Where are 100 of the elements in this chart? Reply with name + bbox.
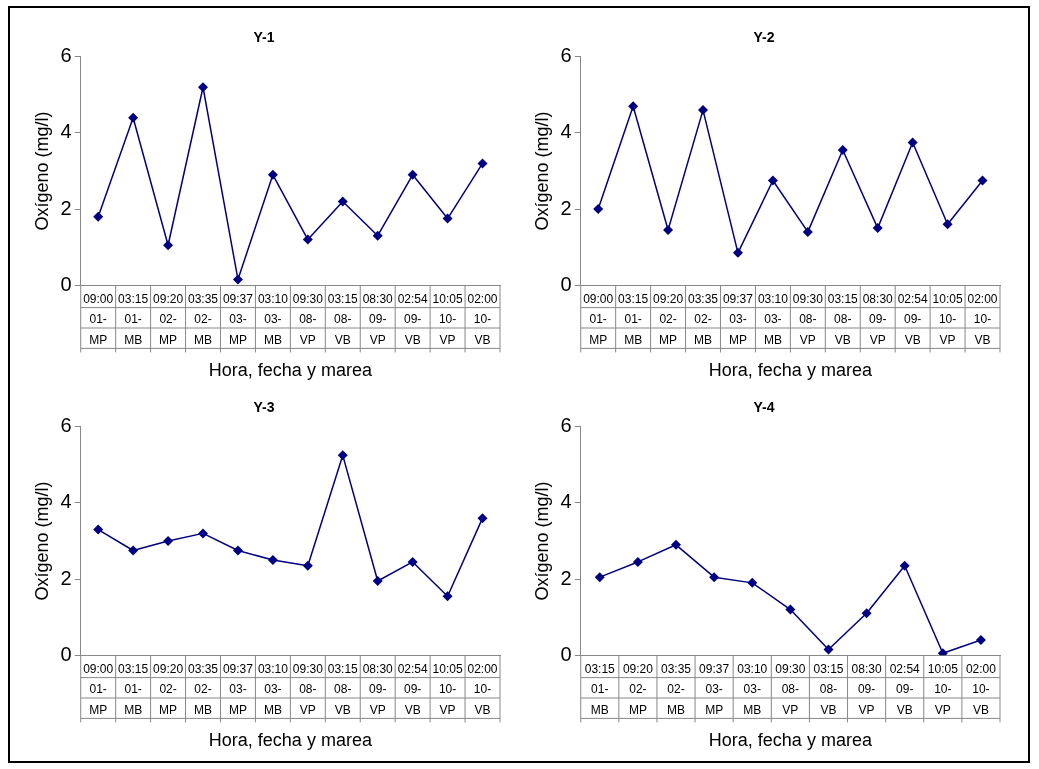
y-tick-label: 4 <box>60 490 72 513</box>
x-tick-label: 03:15 08- VB <box>327 661 359 717</box>
point <box>767 175 778 186</box>
x-tick-label: 09:20 02- MP <box>153 291 184 347</box>
point <box>267 555 278 566</box>
x-tick-label: 09:30 08- VP <box>792 291 824 347</box>
x-axis-title: Hora, fecha y marea <box>208 730 373 751</box>
y-tick-label: 6 <box>60 414 72 437</box>
x-tick-label: 08:30 09- VP <box>862 291 894 347</box>
x-tick-label: 09:30 08- VP <box>292 291 324 347</box>
point <box>937 648 948 656</box>
x-tick-label: 09:30 08- VP <box>292 661 324 717</box>
chart-title: Y-3 <box>253 399 275 416</box>
x-tick-label: 09:20 02- MP <box>622 661 654 717</box>
x-tick-label: 09:00 01- MP <box>583 291 614 347</box>
point <box>128 112 139 123</box>
point <box>785 604 796 615</box>
point <box>128 545 139 556</box>
point <box>442 591 453 602</box>
y-axis-title: Oxígeno (mg/l) <box>531 481 552 601</box>
point <box>232 274 243 285</box>
point <box>163 240 174 251</box>
y-tick-label: 2 <box>560 196 572 219</box>
x-tick-label: 09:00 01- MP <box>83 661 114 717</box>
point <box>837 145 848 156</box>
x-tick-label: 03:35 02- MB <box>188 661 219 717</box>
x-tick-label: 03:10 03- MB <box>737 661 768 717</box>
point <box>975 634 986 645</box>
x-tick-label: 09:37 03- MP <box>699 661 730 717</box>
y-tick-label: 2 <box>560 566 572 589</box>
x-tick-label: 10:05 10- VP <box>432 661 463 717</box>
point <box>907 137 918 148</box>
x-axis-title: Hora, fecha y marea <box>708 730 873 751</box>
point <box>232 545 243 556</box>
point <box>93 524 104 535</box>
chart-title: Y-2 <box>753 29 775 46</box>
x-tick-label: 03:15 08- VB <box>327 291 359 347</box>
point <box>732 247 743 258</box>
y-tick-label: 4 <box>560 490 572 513</box>
point <box>671 539 682 550</box>
chart-title: Y-4 <box>753 399 775 416</box>
x-tick-label: 02:54 09- VB <box>897 291 928 347</box>
x-tick-label: 09:37 03- MP <box>722 291 754 347</box>
point <box>709 572 720 583</box>
point <box>747 577 758 588</box>
x-tick-label: 03:35 02- MB <box>688 291 719 347</box>
x-tick-label: 02:00 10- VB <box>965 661 997 717</box>
x-tick-label: 10:05 10- VP <box>432 291 463 347</box>
point <box>267 169 278 180</box>
y-tick-label: 2 <box>60 566 72 589</box>
point <box>302 560 313 571</box>
point <box>594 572 605 583</box>
x-tick-label: 03:35 02- MB <box>188 291 219 347</box>
point <box>899 560 910 571</box>
x-tick-label: 09:00 01- MP <box>83 291 114 347</box>
y-tick-label: 0 <box>60 272 72 295</box>
x-tick-label: 02:00 10- VB <box>467 291 498 347</box>
point <box>632 556 643 567</box>
y-tick-label: 6 <box>60 44 72 67</box>
point <box>442 213 453 224</box>
x-tick-label: 02:54 09- VB <box>397 291 428 347</box>
y-axis-title: Oxígeno (mg/l) <box>31 111 52 231</box>
y-axis-title: Oxígeno (mg/l) <box>531 111 552 231</box>
x-tick-label: 03:35 02- MB <box>661 661 692 717</box>
point <box>977 175 988 186</box>
x-tick-label: 08:30 09- VP <box>851 661 882 717</box>
point <box>477 513 488 524</box>
x-tick-label: 03:10 03- MB <box>757 291 789 347</box>
x-tick-label: 10:05 10- VP <box>932 291 963 347</box>
x-tick-label: 09:30 08- VP <box>775 661 806 717</box>
point <box>198 528 209 539</box>
point <box>802 226 813 237</box>
point <box>593 204 604 215</box>
y-axis-title: Oxígeno (mg/l) <box>31 481 52 601</box>
x-tick-label: 08:30 09- VP <box>362 661 394 717</box>
point <box>337 450 348 461</box>
y-tick-label: 0 <box>560 272 572 295</box>
x-tick-label: 03:15 01- MB <box>118 661 149 717</box>
x-tick-label: 03:10 03- MB <box>257 661 289 717</box>
x-tick-label: 03:15 08- VB <box>813 661 844 717</box>
y-tick-label: 2 <box>60 196 72 219</box>
point <box>372 230 383 241</box>
x-tick-label: 03:15 01- MB <box>118 291 149 347</box>
point <box>372 575 383 586</box>
x-tick-label: 03:15 01- MB <box>618 291 649 347</box>
x-tick-label: 02:00 10- VB <box>967 291 998 347</box>
x-tick-label: 03:15 08- VB <box>827 291 859 347</box>
x-tick-label: 10:05 10- VP <box>927 661 959 717</box>
point <box>337 196 348 207</box>
x-tick-label: 03:15 01- MB <box>584 661 616 717</box>
point <box>942 219 953 230</box>
x-tick-label: 09:20 02- MP <box>153 661 184 717</box>
x-tick-label: 09:37 03- MP <box>222 291 254 347</box>
x-tick-label: 08:30 09- VP <box>362 291 394 347</box>
y-tick-label: 4 <box>60 120 72 143</box>
y-tick-label: 4 <box>560 120 572 143</box>
y-tick-label: 0 <box>560 642 572 665</box>
chart-title: Y-1 <box>253 29 275 46</box>
x-tick-label: 02:54 09- VB <box>889 661 921 717</box>
x-tick-label: 02:00 10- VB <box>467 661 498 717</box>
